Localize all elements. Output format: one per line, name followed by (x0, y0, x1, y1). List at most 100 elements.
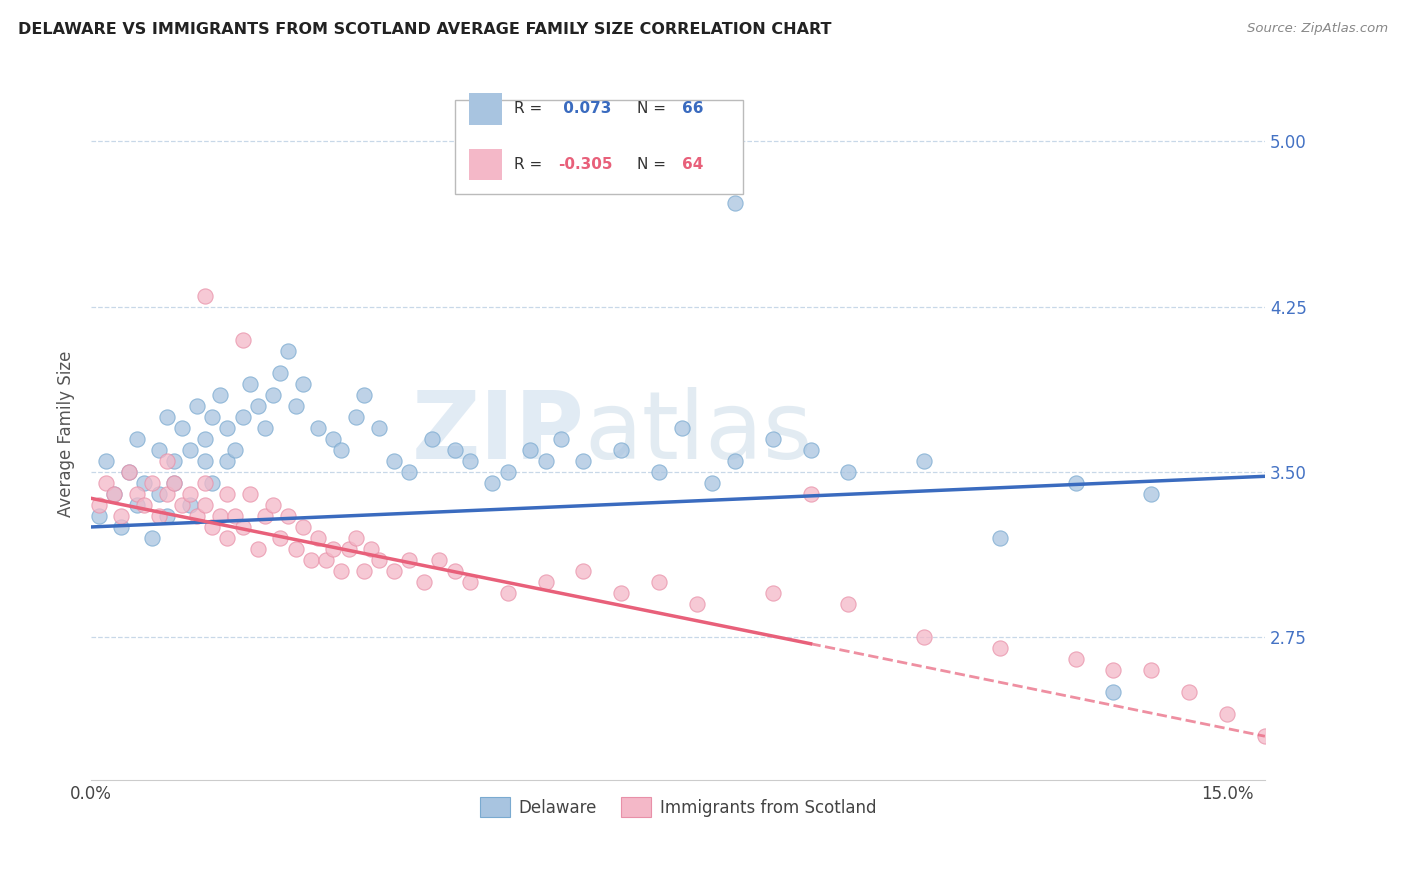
Point (429, 553, 451, 567)
Point (186, 399, 208, 413)
Point (1102, 685, 1125, 699)
Point (125, 432, 148, 446)
FancyBboxPatch shape (470, 149, 502, 180)
Point (217, 421, 239, 435)
Point (1254, 729, 1277, 743)
Point (648, 465, 671, 479)
Point (519, 442, 541, 457)
Point (315, 553, 337, 567)
Point (179, 498, 201, 512)
Point (322, 432, 344, 446)
Point (217, 531, 239, 545)
Text: 66: 66 (682, 102, 703, 117)
Point (163, 475, 186, 490)
Point (194, 498, 217, 512)
FancyBboxPatch shape (456, 100, 742, 194)
Point (799, 487, 821, 501)
Point (330, 564, 353, 578)
Point (458, 454, 481, 468)
Point (686, 597, 709, 611)
Point (284, 541, 307, 556)
Point (232, 409, 254, 424)
Text: DELAWARE VS IMMIGRANTS FROM SCOTLAND AVERAGE FAMILY SIZE CORRELATION CHART: DELAWARE VS IMMIGRANTS FROM SCOTLAND AVE… (18, 22, 832, 37)
Point (292, 520, 315, 534)
Point (148, 442, 170, 457)
Point (988, 531, 1011, 545)
Point (217, 454, 239, 468)
Point (572, 564, 595, 578)
Point (550, 432, 572, 446)
Point (179, 442, 201, 457)
Point (572, 454, 595, 468)
Point (125, 487, 148, 501)
Point (496, 586, 519, 600)
Point (110, 508, 132, 523)
Point (443, 442, 465, 457)
Point (170, 498, 193, 512)
Point (307, 421, 329, 435)
Point (534, 454, 557, 468)
FancyBboxPatch shape (470, 94, 502, 125)
Text: atlas: atlas (583, 387, 813, 479)
Point (156, 454, 179, 468)
Point (988, 641, 1011, 656)
Point (96, 475, 118, 490)
Point (254, 421, 277, 435)
Point (96, 454, 118, 468)
Point (1140, 663, 1163, 677)
Point (186, 508, 208, 523)
Point (671, 421, 693, 435)
Point (610, 442, 633, 457)
Point (194, 454, 217, 468)
Point (246, 399, 269, 413)
Point (179, 487, 201, 501)
Point (496, 174, 519, 188)
Point (208, 508, 231, 523)
Point (700, 475, 723, 490)
Point (224, 508, 246, 523)
Point (232, 520, 254, 534)
Text: R =: R = (513, 102, 547, 117)
Text: -0.305: -0.305 (558, 157, 613, 172)
Point (118, 465, 141, 479)
Point (277, 343, 299, 358)
Point (481, 475, 503, 490)
Point (799, 442, 821, 457)
Point (413, 575, 436, 590)
Text: 64: 64 (682, 157, 703, 172)
Point (170, 421, 193, 435)
Point (398, 553, 420, 567)
Point (201, 520, 224, 534)
Point (496, 465, 519, 479)
Y-axis label: Average Family Size: Average Family Size (58, 351, 75, 516)
Point (239, 487, 262, 501)
Point (110, 520, 132, 534)
Point (1178, 685, 1201, 699)
Point (194, 432, 217, 446)
Point (1140, 487, 1163, 501)
Point (201, 475, 224, 490)
Point (262, 498, 284, 512)
Text: N =: N = (637, 102, 671, 117)
Point (337, 541, 360, 556)
Point (87, 508, 110, 523)
Point (224, 442, 246, 457)
Point (141, 475, 163, 490)
Point (125, 498, 148, 512)
Text: N =: N = (637, 157, 671, 172)
Point (163, 454, 186, 468)
Point (762, 432, 785, 446)
Point (141, 531, 163, 545)
Point (103, 487, 125, 501)
Point (344, 531, 367, 545)
Point (837, 465, 859, 479)
Point (322, 541, 344, 556)
Point (148, 508, 170, 523)
Point (134, 498, 156, 512)
Point (458, 575, 481, 590)
Point (163, 475, 186, 490)
Point (239, 376, 262, 391)
Point (837, 597, 859, 611)
Point (724, 196, 747, 211)
Point (353, 564, 375, 578)
